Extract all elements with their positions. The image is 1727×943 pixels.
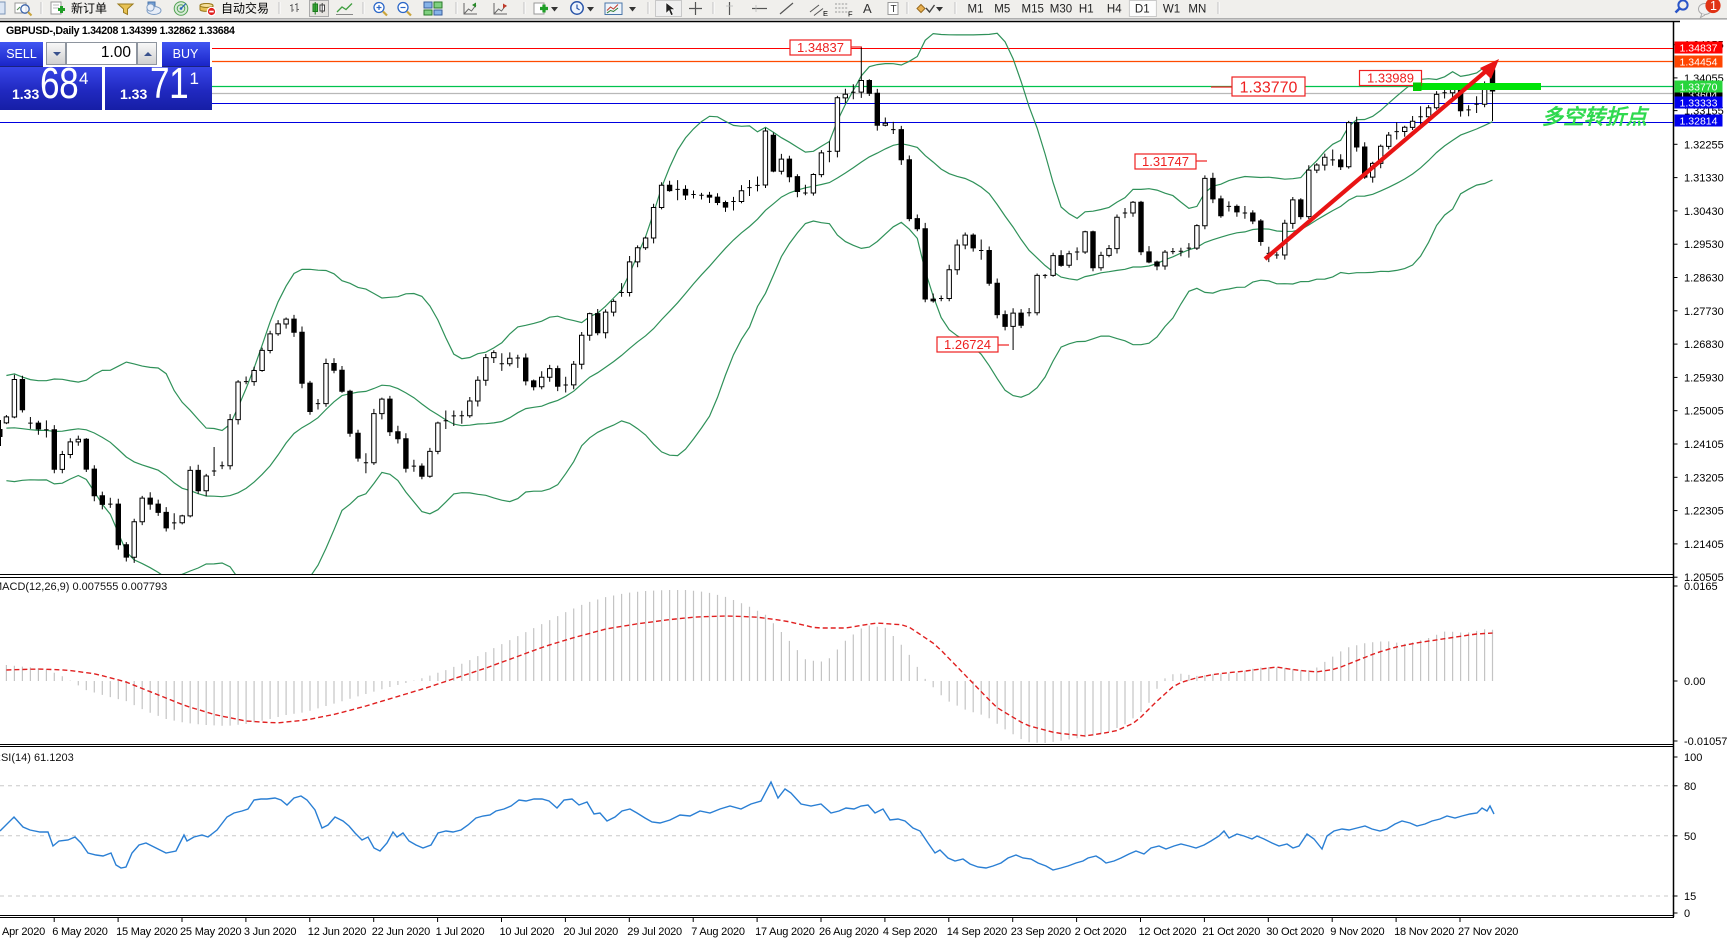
svg-text:12 Jun 2020: 12 Jun 2020 [308, 926, 366, 938]
svg-text:1.32255: 1.32255 [1684, 139, 1724, 151]
svg-text:RSI(14) 61.1203: RSI(14) 61.1203 [0, 752, 74, 764]
svg-text:15 May 2020: 15 May 2020 [116, 926, 177, 938]
svg-text:T: T [891, 4, 897, 15]
svg-text:15: 15 [1684, 891, 1696, 903]
svg-text:17 Aug 2020: 17 Aug 2020 [755, 926, 815, 938]
svg-text:30 Oct 2020: 30 Oct 2020 [1266, 926, 1324, 938]
svg-text:1.33989: 1.33989 [1367, 71, 1414, 86]
svg-text:A: A [863, 1, 872, 16]
svg-text:M15: M15 [1022, 4, 1044, 16]
svg-text:0.00: 0.00 [1684, 676, 1705, 688]
svg-text:14 Sep 2020: 14 Sep 2020 [947, 926, 1007, 938]
svg-text:MACD(12,26,9) 0.007555 0.00779: MACD(12,26,9) 0.007555 0.007793 [0, 581, 167, 593]
svg-text:M30: M30 [1050, 4, 1072, 16]
svg-text:1.26830: 1.26830 [1684, 339, 1724, 351]
svg-text:1.24105: 1.24105 [1684, 439, 1724, 451]
svg-text:80: 80 [1684, 781, 1696, 793]
svg-text:29 Jul 2020: 29 Jul 2020 [627, 926, 682, 938]
svg-text:1.31747: 1.31747 [1142, 154, 1189, 169]
svg-text:2 Oct 2020: 2 Oct 2020 [1075, 926, 1127, 938]
svg-text:Apr 2020: Apr 2020 [2, 926, 45, 938]
svg-text:9 Nov 2020: 9 Nov 2020 [1330, 926, 1384, 938]
svg-text:0: 0 [1684, 908, 1690, 920]
svg-text:自动交易: 自动交易 [221, 1, 269, 16]
svg-text:新订单: 新订单 [71, 1, 107, 16]
svg-text:20 Jul 2020: 20 Jul 2020 [563, 926, 618, 938]
svg-text:1.34837: 1.34837 [797, 40, 844, 55]
svg-text:1: 1 [1710, 0, 1717, 13]
svg-text:M5: M5 [994, 4, 1010, 16]
svg-text:MN: MN [1188, 4, 1206, 16]
svg-text:1.33333: 1.33333 [1680, 97, 1718, 109]
svg-text:D1: D1 [1135, 4, 1150, 16]
svg-text:1.33770: 1.33770 [1680, 81, 1718, 93]
svg-text:M1: M1 [968, 4, 984, 16]
svg-text:1.33770: 1.33770 [1240, 79, 1298, 96]
svg-text:25 May 2020: 25 May 2020 [180, 926, 241, 938]
svg-text:18 Nov 2020: 18 Nov 2020 [1394, 926, 1454, 938]
svg-text:F: F [848, 10, 853, 19]
svg-text:12 Oct 2020: 12 Oct 2020 [1139, 926, 1197, 938]
svg-text:H1: H1 [1079, 4, 1094, 16]
svg-text:6 May 2020: 6 May 2020 [52, 926, 108, 938]
svg-text:1.23205: 1.23205 [1684, 472, 1724, 484]
svg-text:多空转折点: 多空转折点 [1542, 105, 1650, 129]
svg-text:1.30430: 1.30430 [1684, 206, 1724, 218]
svg-text:1.25005: 1.25005 [1684, 406, 1724, 418]
svg-text:1.20505: 1.20505 [1684, 572, 1724, 584]
svg-text:H4: H4 [1107, 4, 1122, 16]
svg-text:50: 50 [1684, 831, 1696, 843]
svg-text:7 Aug 2020: 7 Aug 2020 [691, 926, 745, 938]
svg-text:1.34837: 1.34837 [1680, 42, 1718, 54]
svg-text:1.32814: 1.32814 [1680, 115, 1718, 127]
svg-text:W1: W1 [1163, 4, 1180, 16]
svg-text:26 Aug 2020: 26 Aug 2020 [819, 926, 879, 938]
svg-text:23 Sep 2020: 23 Sep 2020 [1011, 926, 1071, 938]
svg-text:GBPUSD-,Daily 1.34208 1.34399: GBPUSD-,Daily 1.34208 1.34399 1.32862 1.… [6, 25, 235, 37]
svg-text:1.34454: 1.34454 [1680, 56, 1718, 68]
svg-text:1.27730: 1.27730 [1684, 306, 1724, 318]
svg-text:E: E [823, 9, 828, 18]
svg-text:1.21405: 1.21405 [1684, 539, 1724, 551]
svg-text:27 Nov 2020: 27 Nov 2020 [1458, 926, 1518, 938]
svg-text:1.26724: 1.26724 [944, 337, 991, 352]
svg-text:1.29530: 1.29530 [1684, 239, 1724, 251]
svg-text:1.25930: 1.25930 [1684, 372, 1724, 384]
svg-text:1.28630: 1.28630 [1684, 272, 1724, 284]
svg-text:4 Sep 2020: 4 Sep 2020 [883, 926, 937, 938]
svg-text:21 Oct 2020: 21 Oct 2020 [1202, 926, 1260, 938]
svg-text:10 Jul 2020: 10 Jul 2020 [500, 926, 555, 938]
svg-text:1.22305: 1.22305 [1684, 506, 1724, 518]
svg-text:0.0165: 0.0165 [1684, 581, 1718, 593]
svg-text:22 Jun 2020: 22 Jun 2020 [372, 926, 430, 938]
svg-text:3 Jun 2020: 3 Jun 2020 [244, 926, 297, 938]
svg-text:100: 100 [1684, 752, 1702, 764]
svg-text:1 Jul 2020: 1 Jul 2020 [436, 926, 485, 938]
svg-text:1.31330: 1.31330 [1684, 173, 1724, 185]
